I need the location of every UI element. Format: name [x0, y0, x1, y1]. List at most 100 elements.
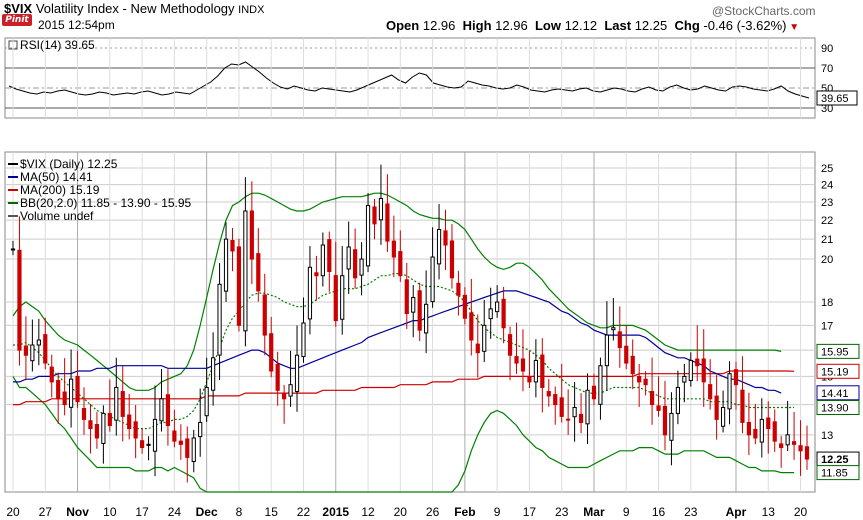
x-tick-label: Nov [66, 505, 89, 519]
candle-body [617, 331, 622, 349]
candle-body [94, 424, 100, 439]
candle-body [301, 322, 306, 358]
x-tick-label: Apr [726, 505, 747, 519]
bb-lower-line [12, 376, 795, 493]
bb-upper-line [12, 192, 782, 391]
symbol-title: $VIX Volatility Index - New Methodology … [4, 1, 265, 16]
x-tick-label: 23 [684, 505, 698, 519]
candle-body [114, 386, 119, 421]
candle-body [269, 333, 274, 372]
candle-body [546, 391, 551, 397]
candle-body [688, 359, 693, 382]
candle-body [411, 297, 416, 313]
candle-body [17, 249, 22, 351]
candle-body [566, 418, 571, 421]
candle-body [223, 238, 229, 292]
x-tick-label: 24 [168, 505, 182, 519]
candle-body [766, 417, 771, 430]
price-tick-label: 20 [821, 254, 833, 266]
candle-body [746, 421, 752, 436]
x-tick-label: Mar [583, 505, 605, 519]
price-tick-label: 18 [821, 297, 833, 309]
candle-body [185, 438, 190, 458]
candle-body [159, 398, 164, 422]
candle-body [643, 378, 648, 386]
candle-body [378, 197, 384, 221]
candle-body [727, 373, 732, 410]
x-tick-label: 26 [426, 505, 440, 519]
candle-body [514, 356, 519, 364]
candle-body [49, 366, 54, 383]
x-tick-label: 20 [394, 505, 408, 519]
candle-body [656, 405, 661, 411]
candle-body [346, 246, 351, 270]
candle-body [753, 428, 758, 439]
candle-body [275, 363, 280, 391]
candle-body [469, 312, 474, 341]
candle-body [288, 384, 293, 397]
candle-body [307, 266, 313, 320]
candle-body [140, 440, 145, 449]
price-tick-label: 17 [821, 320, 833, 332]
x-tick-label: 9 [623, 505, 630, 519]
price-value-box [816, 343, 860, 359]
x-tick-label: 22 [297, 505, 311, 519]
rsi-legend: RSI(14) 39.65 [20, 38, 95, 52]
candle-body [559, 397, 564, 417]
candle-body [217, 283, 222, 356]
x-tick-label: 20 [6, 505, 20, 519]
price-legend-entry: MA(200) 15.19 [20, 183, 100, 197]
price-tick-label: 23 [821, 197, 833, 209]
candle-body [630, 355, 635, 375]
candle-body [779, 443, 784, 449]
price-tick-label: 24 [821, 180, 833, 192]
candle-body [578, 413, 584, 423]
candle-body [759, 418, 764, 443]
candle-body [333, 275, 338, 322]
pinit-button[interactable]: Pinit [2, 14, 32, 26]
price-tick-label: 25 [821, 163, 833, 175]
candle-body [133, 421, 138, 439]
x-tick-label: 13 [762, 505, 776, 519]
candle-body [68, 378, 74, 408]
candle-body [662, 405, 668, 436]
candle-body [365, 205, 371, 267]
candle-body [404, 279, 409, 315]
candle-body [10, 248, 16, 251]
rsi-panel-frame [4, 37, 816, 119]
x-tick-label: Dec [196, 505, 218, 519]
candle-body [785, 434, 790, 446]
price-value-box [816, 400, 860, 416]
price-value-label: 13.90 [821, 403, 849, 415]
x-tick-label: 27 [39, 505, 53, 519]
rsi-value-box [816, 90, 858, 106]
candle-body [701, 358, 706, 383]
candle-body [43, 334, 48, 364]
candle-body [482, 324, 487, 352]
x-tick-label: 23 [555, 505, 569, 519]
candle-body [391, 240, 396, 258]
candle-body [669, 412, 674, 441]
candle-body [36, 339, 41, 346]
candle-body [533, 359, 538, 383]
down-triangle-icon: ▼ [786, 22, 800, 33]
candle-body [488, 308, 493, 320]
date-time: 2015 12:54pm [38, 18, 115, 32]
price-legend-entry: Volume undef [20, 209, 94, 223]
candle-body [320, 244, 325, 277]
candle-body [572, 407, 577, 418]
x-tick-label: 16 [652, 505, 666, 519]
candle-body [146, 443, 151, 446]
x-tick-label: 9 [494, 505, 501, 519]
price-value-label: 14.41 [821, 388, 849, 400]
ma50-line [13, 290, 782, 394]
candle-body [520, 358, 526, 372]
candle-body [236, 246, 242, 326]
price-value-label: 11.85 [821, 468, 848, 480]
rsi-tick-label: 70 [821, 63, 833, 75]
candle-body [172, 430, 177, 442]
candle-body [675, 386, 680, 414]
price-legend-entry: $VIX (Daily) 12.25 [20, 157, 118, 171]
candle-body [88, 420, 93, 430]
